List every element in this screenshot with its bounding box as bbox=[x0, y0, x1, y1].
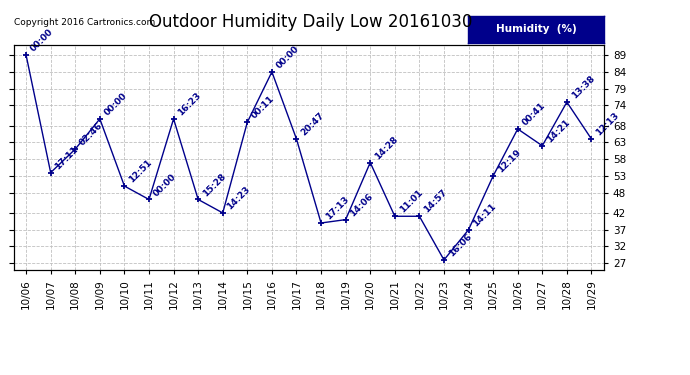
Text: 14:11: 14:11 bbox=[471, 202, 498, 228]
Text: 14:23: 14:23 bbox=[226, 185, 253, 211]
Text: 17:11: 17:11 bbox=[53, 144, 80, 171]
Text: 16:23: 16:23 bbox=[177, 91, 203, 117]
Text: Outdoor Humidity Daily Low 20161030: Outdoor Humidity Daily Low 20161030 bbox=[149, 13, 472, 31]
Text: 00:00: 00:00 bbox=[29, 27, 55, 54]
Text: 12:19: 12:19 bbox=[496, 148, 522, 175]
Text: 11:01: 11:01 bbox=[397, 188, 424, 215]
Text: 00:00: 00:00 bbox=[103, 91, 129, 117]
Text: 00:00: 00:00 bbox=[275, 44, 301, 70]
Text: 15:28: 15:28 bbox=[201, 171, 228, 198]
Text: Copyright 2016 Cartronics.com: Copyright 2016 Cartronics.com bbox=[14, 18, 155, 27]
Text: 00:00: 00:00 bbox=[152, 172, 178, 198]
Text: 17:13: 17:13 bbox=[324, 195, 351, 222]
Text: 13:38: 13:38 bbox=[570, 74, 596, 101]
Text: 12:51: 12:51 bbox=[127, 158, 154, 184]
Text: 00:11: 00:11 bbox=[250, 94, 277, 121]
Text: 16:06: 16:06 bbox=[446, 232, 473, 258]
Text: 14:21: 14:21 bbox=[545, 118, 572, 144]
Text: 20:47: 20:47 bbox=[299, 111, 326, 138]
Text: 02:46: 02:46 bbox=[78, 121, 105, 148]
Text: 14:28: 14:28 bbox=[373, 135, 400, 161]
Text: 14:06: 14:06 bbox=[348, 192, 375, 218]
Text: 14:57: 14:57 bbox=[422, 188, 449, 215]
Text: 12:13: 12:13 bbox=[594, 111, 621, 138]
Text: 00:41: 00:41 bbox=[520, 101, 547, 128]
